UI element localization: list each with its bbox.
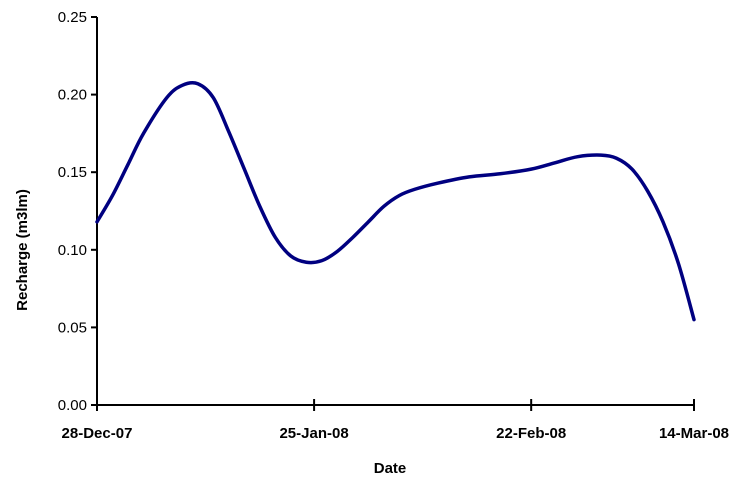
y-tick-label: 0.00 bbox=[58, 397, 87, 414]
y-tick-label: 0.05 bbox=[58, 319, 87, 336]
y-tick-label: 0.20 bbox=[58, 87, 87, 104]
recharge-series-line bbox=[95, 80, 696, 322]
series-layer bbox=[95, 80, 696, 322]
y-tick-label: 0.25 bbox=[58, 9, 87, 26]
x-tick-label: 28-Dec-07 bbox=[62, 425, 133, 442]
y-axis: 0.00 0.05 0.10 0.15 0.20 0.25 bbox=[58, 9, 98, 414]
x-tick-label: 25-Jan-08 bbox=[279, 425, 348, 442]
y-tick-label: 0.15 bbox=[58, 164, 87, 181]
x-tick-label: 14-Mar-08 bbox=[659, 425, 729, 442]
y-axis-title: Recharge (m3lm) bbox=[14, 189, 31, 311]
x-axis: 28-Dec-07 25-Jan-08 22-Feb-08 14-Mar-08 bbox=[62, 399, 729, 442]
x-axis-title: Date bbox=[374, 460, 407, 477]
x-tick-label: 22-Feb-08 bbox=[496, 425, 566, 442]
y-tick-label: 0.10 bbox=[58, 242, 87, 259]
